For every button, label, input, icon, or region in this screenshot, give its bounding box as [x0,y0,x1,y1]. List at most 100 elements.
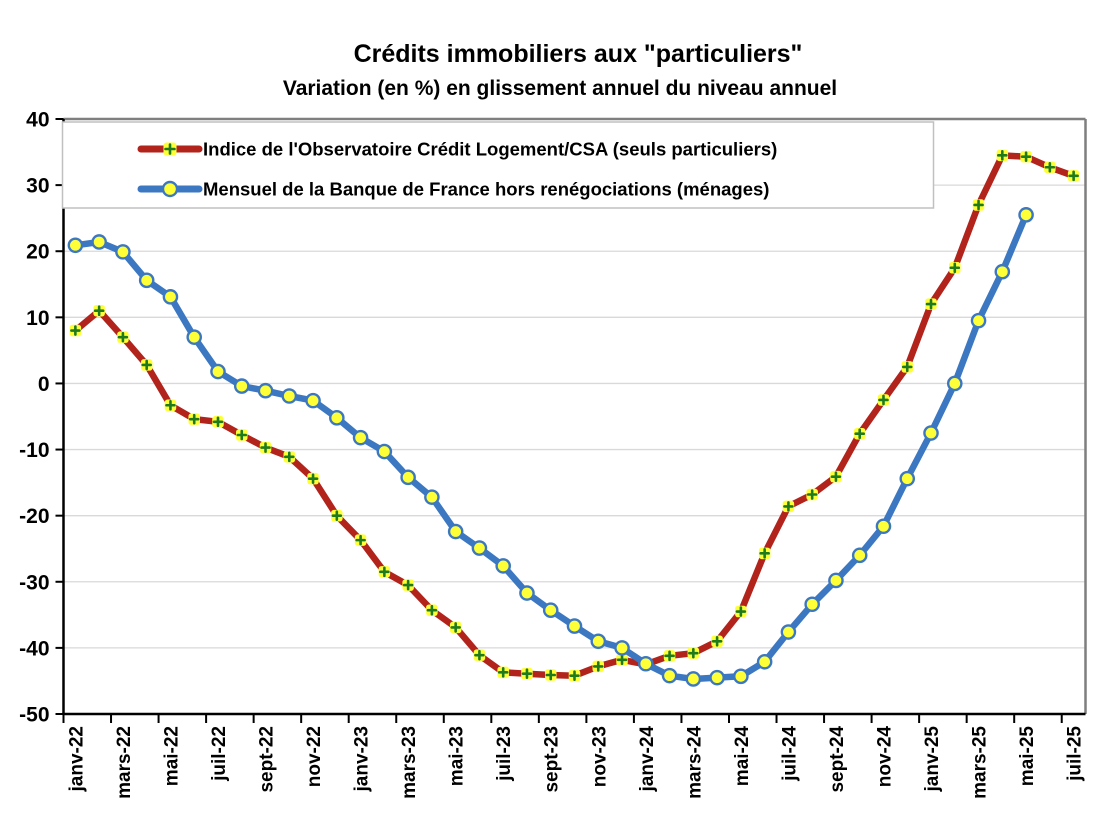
y-tick-label: 30 [26,175,49,198]
data-point-marker [305,392,321,409]
data-point-marker [447,523,464,540]
x-tick-label: juil-22 [209,726,230,782]
y-tick-label: 20 [26,241,49,264]
y-tick-label: -30 [19,571,49,594]
plot-area: 40 30 20 10 0 -10 -20 -30 -40 -50 janv-22 mars-22 ma… [19,109,1087,799]
x-tick-label: mai-24 [732,726,753,787]
y-tick-label: 40 [26,109,49,132]
x-tick-label: juil-24 [779,726,800,782]
legend-label-bdf: Mensuel de la Banque de France hors rené… [203,179,769,200]
plus-icon [474,649,485,661]
plus-icon [450,622,461,633]
x-tick-label: janv-22 [66,726,87,792]
plus-icon [164,143,176,155]
data-point-marker [614,640,630,656]
data-point-marker [233,378,250,394]
data-point-marker [804,596,820,613]
x-tick-label: mars-23 [399,726,420,799]
data-point-marker [756,653,773,670]
data-point-marker [946,375,963,392]
data-point-marker [138,272,155,289]
x-tick-label: nov-22 [304,726,325,787]
plus-icon [973,199,984,211]
plus-icon [545,669,557,681]
plus-icon [735,606,747,617]
plus-icon [1020,151,1032,162]
data-point-marker [352,429,369,446]
data-point-marker [875,518,892,535]
plus-icon [901,361,913,373]
data-point-marker [281,388,298,404]
data-point-marker [329,410,345,426]
plus-icon [759,548,770,559]
x-tick-label: sept-22 [257,726,278,793]
x-tick-label: mars-24 [684,726,705,799]
plus-icon [497,667,509,678]
plus-icon [711,635,723,647]
series-markers-1 [67,207,1034,687]
data-point-marker [923,425,939,441]
x-tick-label: mai-25 [1017,726,1038,787]
data-point-marker [162,289,179,305]
plus-icon [521,668,533,679]
data-point-marker [67,237,84,254]
plus-icon [141,359,152,371]
x-tick-label: mai-23 [447,726,468,786]
x-tick-label: janv-25 [922,726,943,793]
chart-title: Crédits immobiliers aux "particuliers" [354,40,803,68]
data-point-marker [828,572,844,589]
x-tick-label: janv-24 [637,726,658,793]
plus-icon [878,394,889,406]
data-point-marker [685,671,702,687]
plus-icon [355,534,366,546]
data-point-marker [709,669,725,686]
data-point-marker [376,443,393,460]
plus-icon [830,471,842,482]
plus-icon [260,442,271,453]
data-point-marker [851,547,868,564]
y-tick-label: -40 [19,637,49,660]
data-point-marker [1018,207,1034,223]
data-point-marker [400,469,416,486]
data-point-marker [899,470,916,487]
data-point-marker [566,618,583,634]
x-tick-label: sept-24 [827,726,848,793]
data-point-marker [994,263,1011,280]
x-tick-label: juil-25 [1065,726,1086,782]
y-tick-label: -20 [19,505,49,528]
plus-icon [806,489,818,500]
plus-icon [949,262,961,274]
plus-icon [236,429,248,441]
series-line-0 [72,152,1077,679]
x-tick-label: sept-23 [542,726,563,793]
plus-icon [188,413,200,425]
x-tick-label: mars-22 [114,726,135,799]
plus-icon [688,647,699,659]
plus-icon [307,473,319,484]
x-tick-label: juil-23 [494,726,515,782]
data-point-marker [257,382,274,399]
data-point-marker [495,558,511,574]
y-tick-label: 10 [26,307,49,330]
plus-icon [165,399,176,411]
chart-subtitle: Variation (en %) en glissement annuel du… [283,77,837,100]
plus-icon [592,661,604,672]
data-point-marker [424,489,440,505]
x-tick-label: mars-25 [970,726,991,799]
x-tick-label: nov-23 [589,726,610,787]
plus-icon [569,670,580,681]
legend: Indice de l'Observatoire Crédit Logement… [61,121,935,209]
data-point-marker [590,633,607,650]
x-tick-label: janv-23 [352,726,373,792]
plus-icon [93,305,105,317]
data-point-marker [733,668,749,685]
legend-label-ocl: Indice de l'Observatoire Crédit Logement… [203,139,777,160]
plus-icon [854,428,866,439]
plus-icon [1044,161,1056,173]
data-point-marker [970,312,987,329]
legend-box [61,121,935,209]
data-point-marker [210,363,226,380]
plus-icon [70,325,81,336]
